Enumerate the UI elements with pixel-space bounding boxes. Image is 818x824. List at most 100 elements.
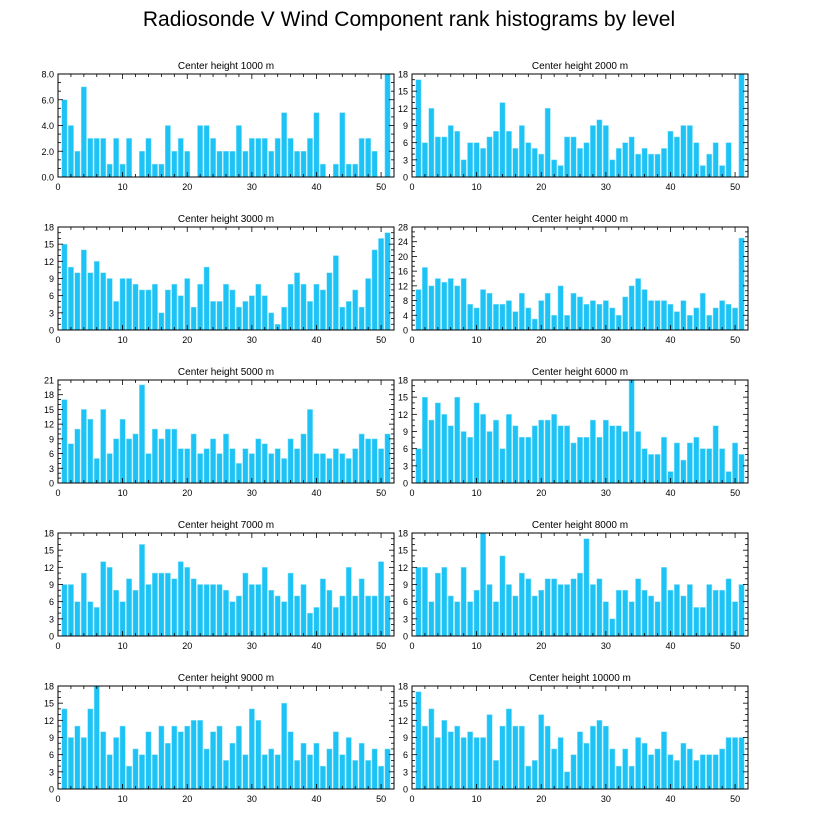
bar bbox=[93, 685, 100, 790]
bar bbox=[184, 567, 191, 637]
bar bbox=[480, 737, 486, 790]
bar bbox=[139, 384, 145, 484]
bar bbox=[68, 125, 74, 178]
bar bbox=[126, 278, 132, 331]
bar bbox=[570, 292, 577, 331]
bar bbox=[268, 312, 275, 331]
bar bbox=[686, 315, 693, 331]
bar bbox=[667, 754, 674, 790]
bar bbox=[87, 138, 94, 178]
bar bbox=[693, 142, 700, 178]
bar bbox=[365, 760, 372, 790]
bar bbox=[261, 754, 268, 790]
bar bbox=[326, 589, 333, 637]
y-tick-label: 0 bbox=[49, 479, 54, 489]
bar bbox=[531, 760, 538, 790]
y-tick-label: 16 bbox=[398, 267, 408, 277]
bar bbox=[661, 300, 667, 331]
bar bbox=[667, 589, 674, 637]
chart-panel-3: Center height 3000 m 0 3 6 9 12 15 18 0 10 20 30 40 5… bbox=[44, 214, 395, 345]
bar bbox=[119, 601, 126, 637]
bar bbox=[365, 278, 372, 331]
y-tick-label: 18 bbox=[44, 223, 54, 233]
bar bbox=[544, 578, 551, 637]
x-tick-label: 40 bbox=[665, 182, 675, 192]
y-tick-label: 12 bbox=[44, 716, 54, 726]
bar bbox=[428, 419, 435, 484]
bar bbox=[332, 163, 339, 178]
bar bbox=[577, 296, 583, 331]
x-tick-label: 20 bbox=[536, 335, 546, 345]
bar bbox=[577, 436, 583, 484]
panel-title: Center height 3000 m bbox=[178, 214, 274, 225]
x-tick-label: 50 bbox=[730, 335, 740, 345]
x-tick-label: 0 bbox=[55, 794, 60, 804]
bar bbox=[622, 748, 629, 790]
bar bbox=[100, 138, 107, 178]
bar bbox=[699, 292, 706, 331]
y-tick-label: 18 bbox=[44, 390, 54, 400]
bar bbox=[61, 243, 68, 331]
y-tick-label: 12 bbox=[44, 257, 54, 267]
bar bbox=[216, 725, 223, 790]
y-tick-label: 24 bbox=[398, 237, 408, 247]
y-tick-label: 12 bbox=[398, 563, 408, 573]
bar bbox=[422, 396, 428, 484]
bar bbox=[371, 595, 378, 637]
bar bbox=[126, 765, 132, 790]
x-tick-label: 0 bbox=[409, 794, 414, 804]
bar bbox=[564, 136, 570, 178]
bar bbox=[454, 725, 461, 790]
bar bbox=[61, 584, 68, 637]
x-tick-label: 30 bbox=[601, 335, 611, 345]
bar bbox=[365, 595, 372, 637]
bar bbox=[648, 754, 654, 790]
y-tick-label: 15 bbox=[398, 393, 408, 403]
bar bbox=[287, 731, 294, 790]
bar bbox=[358, 742, 365, 790]
bar bbox=[152, 428, 158, 484]
x-tick-label: 30 bbox=[601, 182, 611, 192]
bar bbox=[499, 725, 506, 790]
bar bbox=[493, 601, 499, 637]
bar bbox=[674, 584, 680, 637]
x-tick-label: 0 bbox=[55, 182, 60, 192]
bar bbox=[493, 419, 499, 484]
bar bbox=[434, 278, 441, 331]
x-tick-label: 30 bbox=[601, 641, 611, 651]
bar bbox=[68, 443, 74, 484]
bar bbox=[210, 138, 216, 178]
bar bbox=[345, 737, 352, 790]
y-tick-label: 15 bbox=[398, 546, 408, 556]
bar bbox=[203, 125, 210, 178]
bar bbox=[177, 138, 184, 178]
bar bbox=[635, 153, 642, 178]
x-tick-label: 10 bbox=[118, 641, 128, 651]
chart-panel-7: Center height 7000 m 0 3 6 9 12 15 18 0 10 20 30 40 5… bbox=[44, 520, 395, 651]
x-tick-label: 50 bbox=[376, 335, 386, 345]
x-tick-label: 0 bbox=[55, 641, 60, 651]
bar bbox=[106, 754, 113, 790]
bar bbox=[680, 595, 687, 637]
y-tick-label: 15 bbox=[44, 546, 54, 556]
bar bbox=[384, 232, 391, 331]
bar bbox=[596, 119, 603, 178]
bar bbox=[628, 285, 635, 331]
bar bbox=[686, 584, 693, 637]
panel-title: Center height 9000 m bbox=[178, 673, 274, 684]
bar bbox=[525, 307, 532, 331]
bar bbox=[512, 595, 519, 637]
bar bbox=[518, 725, 525, 790]
bar bbox=[371, 249, 378, 331]
x-tick-label: 20 bbox=[182, 794, 192, 804]
bar bbox=[467, 436, 474, 484]
bar bbox=[223, 151, 229, 178]
bar bbox=[486, 431, 493, 484]
bar bbox=[352, 760, 359, 790]
bar bbox=[152, 283, 158, 331]
chart-panel-9: Center height 9000 m 0 3 6 9 12 15 18 0 10 20 30 40 5… bbox=[44, 673, 395, 804]
bar bbox=[126, 138, 132, 178]
x-tick-label: 40 bbox=[311, 641, 321, 651]
bar bbox=[434, 572, 441, 637]
x-tick-label: 30 bbox=[247, 794, 257, 804]
